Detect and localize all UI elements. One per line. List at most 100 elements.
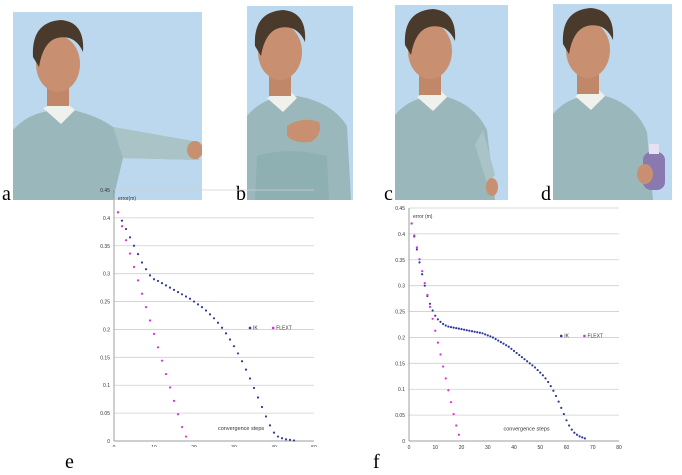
data-point-ik (192, 300, 196, 303)
data-point-flext (449, 401, 453, 404)
x-tick-label: 50 (537, 445, 543, 450)
data-point-ik (568, 424, 571, 427)
chart-f-plot: 0 0.05 0.1 0.15 0.2 0.25 0.3 0.35 0.4 0.45 0 10 20 30… (395, 206, 622, 451)
legend-marker (248, 326, 252, 330)
x-axis-label: convergence steps (218, 426, 264, 432)
data-point-ik (228, 338, 232, 341)
data-point-ik (439, 320, 442, 324)
data-point-ik (423, 284, 426, 287)
data-point-ik (531, 364, 534, 367)
data-point-ik (208, 313, 212, 316)
render-panel-c (395, 5, 508, 200)
x-tick-label: 40 (511, 445, 517, 450)
y-tick-label: 0.2 (103, 327, 110, 333)
data-point-ik (481, 332, 484, 335)
data-point-ik (212, 317, 216, 320)
render-panel-b (247, 6, 353, 200)
data-point-ik (272, 431, 276, 434)
data-point-ik (581, 436, 584, 439)
data-point-flext (128, 252, 132, 255)
data-point-ik (557, 400, 560, 403)
legend-marker (559, 334, 563, 338)
panel-label-d: d (541, 183, 551, 205)
data-point-flext (172, 399, 176, 402)
data-point-flext (447, 389, 450, 392)
data-point-ik (224, 332, 228, 335)
x-tick-label: 80 (616, 445, 622, 450)
y-tick-label: 0 (107, 439, 110, 445)
data-point-ik (573, 431, 576, 434)
data-point-ik (128, 236, 132, 239)
legend-entry: IK (253, 325, 258, 331)
data-point-ik (570, 428, 573, 431)
data-point-flext (455, 424, 458, 427)
data-point-ik (220, 326, 224, 329)
data-point-ik (502, 342, 505, 345)
data-point-ik (520, 356, 523, 359)
y-tick-label: 0.45 (100, 188, 110, 194)
data-point-flext (436, 341, 439, 344)
data-point-flext (452, 412, 455, 416)
data-point-ik (518, 353, 521, 357)
data-point-ik (497, 339, 500, 342)
data-point-ik (489, 335, 492, 338)
data-point-ik (533, 366, 537, 369)
data-point-flext (116, 211, 120, 214)
data-point-ik (512, 349, 516, 353)
data-point-ik (499, 341, 502, 344)
data-point-ik (452, 326, 455, 329)
data-point-ik (460, 328, 463, 331)
y-tick-label: 0.15 (100, 355, 110, 361)
data-point-flext (152, 332, 156, 336)
data-point-ik (547, 380, 550, 384)
data-point-flext (176, 413, 180, 416)
data-point-ik (415, 248, 418, 251)
data-point-flext (144, 306, 148, 309)
data-point-ik (552, 389, 555, 392)
y-tick-label: 0.1 (398, 387, 405, 393)
data-point-ik (204, 309, 208, 312)
data-point-ik (148, 274, 152, 277)
data-point-ik (252, 386, 256, 390)
y-tick-label: 0.15 (395, 361, 405, 367)
data-point-ik (583, 437, 586, 440)
data-point-ik (549, 385, 552, 388)
data-point-ik (510, 347, 513, 350)
data-point-ik (457, 327, 460, 330)
data-point-ik (120, 219, 124, 222)
y-tick-label: 0.45 (395, 206, 405, 212)
x-tick-label: 60 (564, 445, 570, 450)
data-point-ik (236, 352, 240, 355)
legend-entry: IK (564, 333, 569, 339)
data-point-flext (418, 258, 421, 261)
data-point-ik (526, 360, 529, 363)
data-point-ik (244, 368, 248, 371)
data-point-flext (431, 317, 434, 320)
x-tick-label: 30 (485, 445, 491, 450)
data-point-ik (449, 325, 453, 329)
data-point-ik (292, 439, 296, 442)
data-point-flext (132, 265, 136, 269)
data-point-ik (494, 337, 497, 341)
data-point-ik (436, 318, 439, 321)
data-point-ik (447, 325, 450, 328)
x-tick-label: 40 (271, 445, 277, 447)
y-tick-label: 0.1 (103, 383, 110, 389)
x-tick-label: 0 (408, 445, 411, 450)
y-tick-label: 0.35 (100, 244, 110, 250)
data-point-ik (554, 394, 558, 398)
y-tick-label: 0.2 (398, 335, 405, 341)
data-point-ik (484, 333, 487, 336)
data-point-ik (431, 309, 434, 312)
data-point-ik (468, 329, 471, 332)
data-point-flext (164, 372, 168, 376)
data-point-flext (413, 234, 416, 237)
data-point-ik (536, 368, 539, 372)
data-point-flext (457, 433, 460, 436)
x-tick-label: 30 (231, 445, 237, 447)
data-point-flext (120, 225, 124, 228)
y-tick-label: 0 (402, 439, 405, 445)
data-point-ik (544, 377, 547, 380)
data-point-ik (188, 297, 192, 300)
data-point-ik (200, 306, 204, 309)
